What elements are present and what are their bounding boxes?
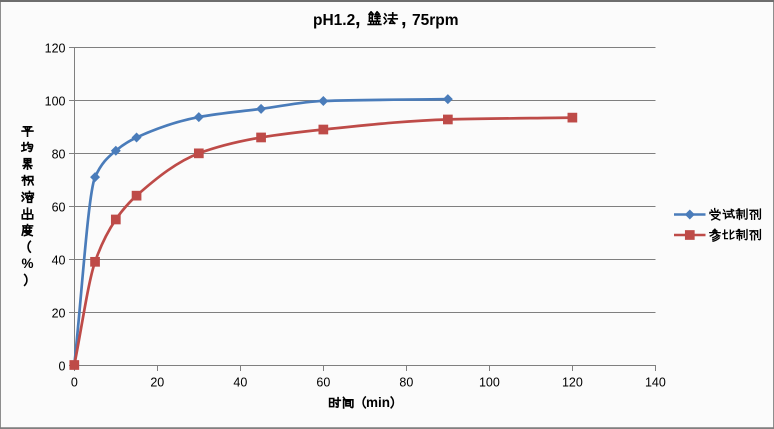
svg-text:120: 120	[45, 42, 66, 56]
svg-text:20: 20	[52, 307, 66, 321]
svg-text:%: %	[21, 256, 33, 271]
svg-text:min: min	[366, 395, 390, 410]
svg-text:80: 80	[399, 376, 413, 390]
svg-text:0: 0	[71, 376, 78, 390]
svg-text:140: 140	[645, 376, 666, 390]
svg-text:60: 60	[316, 376, 330, 390]
svg-text:0: 0	[59, 360, 66, 374]
svg-text:pH1.2: pH1.2	[313, 12, 355, 29]
svg-text:60: 60	[52, 201, 66, 215]
svg-text:,: ,	[355, 8, 361, 30]
svg-text:80: 80	[52, 148, 66, 162]
svg-text:40: 40	[233, 376, 247, 390]
svg-text:,: ,	[401, 8, 407, 30]
svg-text:100: 100	[479, 376, 500, 390]
svg-text:100: 100	[45, 95, 66, 109]
svg-text:75rpm: 75rpm	[412, 12, 459, 29]
svg-text:120: 120	[562, 376, 583, 390]
svg-text:20: 20	[150, 376, 164, 390]
svg-text:40: 40	[52, 254, 66, 268]
